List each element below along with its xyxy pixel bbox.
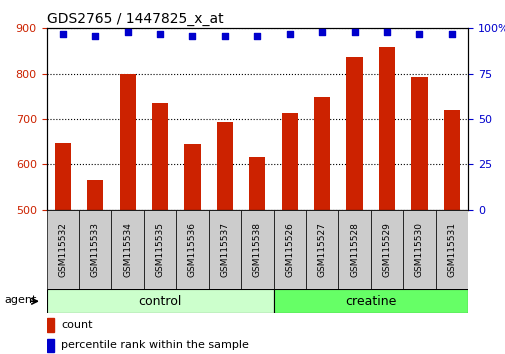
Text: control: control (138, 295, 181, 308)
Point (156, 31, 164, 36)
Bar (55, 143, 71, 210)
Text: GSM115531: GSM115531 (446, 222, 456, 277)
Point (253, 33, 261, 38)
Bar (87, 180, 103, 210)
Text: creatine: creatine (344, 295, 396, 308)
Point (188, 33, 196, 38)
Text: GSM115536: GSM115536 (187, 222, 196, 277)
Bar (443, 110, 459, 210)
Bar (143, 210, 176, 289)
Bar (402, 210, 435, 289)
Point (59, 31, 67, 36)
Text: GSM115530: GSM115530 (414, 222, 423, 277)
Point (318, 29, 326, 35)
Bar (46, 339, 54, 352)
Bar (46, 210, 79, 289)
Bar (411, 77, 427, 210)
Bar (306, 210, 338, 289)
Text: GSM115533: GSM115533 (90, 222, 99, 277)
Point (123, 29, 131, 35)
Bar (435, 210, 467, 289)
Bar (111, 210, 143, 289)
Bar (79, 210, 111, 289)
Point (350, 29, 358, 35)
Bar (208, 210, 240, 289)
Text: GSM115529: GSM115529 (382, 222, 391, 277)
Bar (338, 210, 370, 289)
Bar (281, 113, 297, 210)
Text: GSM115532: GSM115532 (58, 222, 67, 277)
Text: GSM115527: GSM115527 (317, 222, 326, 277)
Bar (216, 122, 232, 210)
Bar (119, 74, 135, 210)
Text: GSM115537: GSM115537 (220, 222, 229, 277)
Bar (176, 210, 208, 289)
Bar (46, 318, 54, 332)
Point (382, 29, 390, 35)
Text: GSM115535: GSM115535 (155, 222, 164, 277)
Bar (248, 156, 265, 210)
Text: GSM115534: GSM115534 (123, 222, 132, 277)
Point (415, 31, 423, 36)
Text: count: count (61, 320, 92, 330)
Bar (273, 210, 306, 289)
Point (220, 33, 228, 38)
Text: GDS2765 / 1447825_x_at: GDS2765 / 1447825_x_at (46, 12, 223, 26)
Bar (378, 47, 394, 210)
Bar (370, 210, 402, 289)
Point (285, 31, 293, 36)
Bar (240, 210, 273, 289)
Text: GSM115528: GSM115528 (349, 222, 359, 277)
Text: GSM115538: GSM115538 (252, 222, 261, 277)
Point (447, 31, 455, 36)
Bar (273, 289, 467, 313)
Point (91, 33, 99, 38)
Text: GSM115526: GSM115526 (285, 222, 293, 277)
Bar (314, 97, 330, 210)
Bar (184, 144, 200, 210)
Bar (46, 289, 273, 313)
Bar (346, 57, 362, 210)
Bar (152, 103, 168, 210)
Text: agent: agent (5, 295, 37, 305)
Text: percentile rank within the sample: percentile rank within the sample (61, 340, 248, 350)
